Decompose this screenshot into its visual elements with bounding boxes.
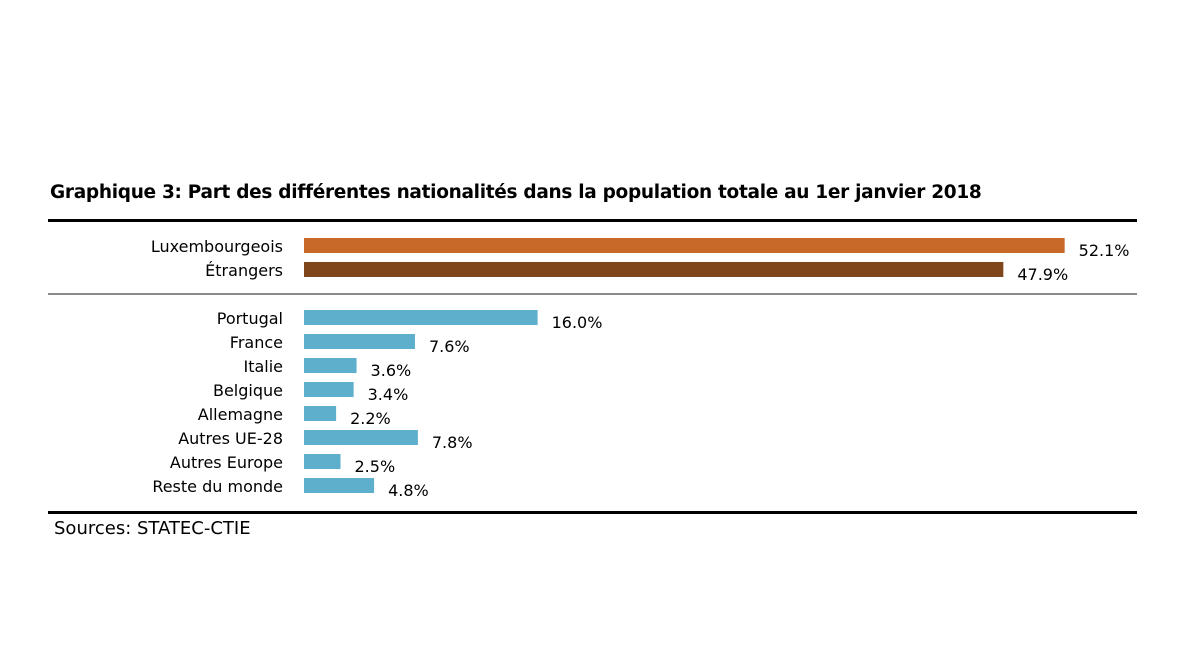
value-label: 3.4%: [368, 385, 409, 404]
bar: [304, 454, 341, 469]
category-label: Allemagne: [198, 405, 283, 424]
category-label: Belgique: [213, 381, 283, 400]
bar: [304, 478, 375, 493]
value-label: 2.5%: [355, 457, 396, 476]
group-separator: [48, 293, 1137, 295]
category-label: Autres UE-28: [178, 429, 283, 448]
category-label: Reste du monde: [152, 477, 283, 496]
bar: [304, 382, 354, 397]
value-label: 47.9%: [1017, 265, 1068, 284]
bar: [304, 262, 1004, 277]
sources-note: Sources: STATEC-CTIE: [54, 518, 251, 539]
value-label: 4.8%: [388, 481, 429, 500]
category-label: Italie: [243, 357, 283, 376]
value-label: 2.2%: [350, 409, 391, 428]
category-label: France: [230, 333, 283, 352]
bar: [304, 406, 337, 421]
value-label: 7.8%: [432, 433, 473, 452]
category-label: Étrangers: [205, 261, 283, 280]
category-label: Portugal: [217, 309, 283, 328]
category-label: Luxembourgeois: [151, 237, 283, 256]
value-label: 52.1%: [1079, 241, 1130, 260]
category-label: Autres Europe: [170, 453, 283, 472]
top-rule: [48, 219, 1137, 222]
bar: [304, 238, 1065, 253]
bar: [304, 430, 418, 445]
value-label: 7.6%: [429, 337, 470, 356]
bar: [304, 334, 415, 349]
value-label: 16.0%: [552, 313, 603, 332]
chart-title: Graphique 3: Part des différentes nation…: [50, 182, 982, 203]
value-label: 3.6%: [371, 361, 412, 380]
bar: [304, 310, 538, 325]
bottom-rule: [48, 511, 1137, 514]
bar: [304, 358, 357, 373]
